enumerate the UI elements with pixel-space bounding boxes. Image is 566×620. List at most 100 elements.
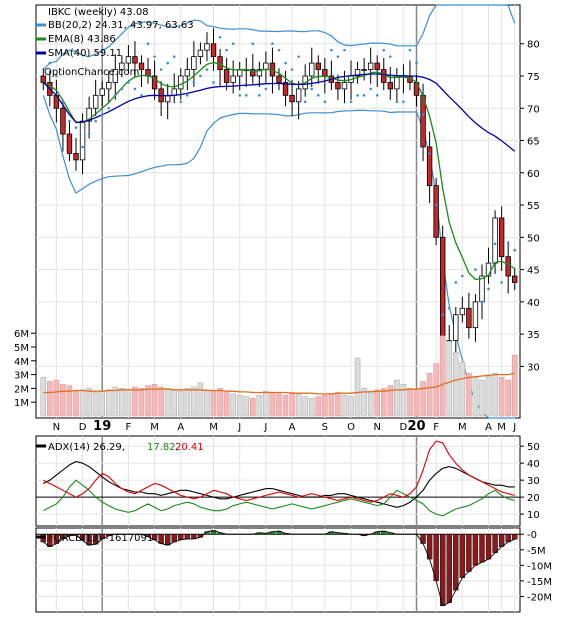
sar-dot bbox=[140, 94, 143, 97]
volume-bar bbox=[47, 381, 53, 417]
sar-dot bbox=[277, 48, 281, 52]
candle-body bbox=[191, 56, 197, 70]
x-axis-label: D bbox=[400, 422, 408, 433]
candle-body bbox=[354, 69, 361, 77]
candle-body bbox=[426, 146, 433, 187]
volume-bar bbox=[498, 377, 505, 417]
volume-bar bbox=[394, 379, 400, 417]
sar-dot bbox=[192, 81, 196, 84]
bb-legend-label: BB(20,2) 24.31, 43.97, 63.63 bbox=[48, 20, 194, 31]
sar-dot bbox=[454, 281, 458, 284]
sar-dot bbox=[186, 94, 189, 97]
candle-body bbox=[322, 69, 328, 77]
force-bar bbox=[498, 534, 505, 547]
force-bar bbox=[439, 534, 446, 606]
volume-bar bbox=[413, 389, 420, 417]
sar-dot bbox=[166, 61, 169, 65]
x-axis-label: A bbox=[289, 422, 296, 433]
sar-dot bbox=[74, 126, 78, 129]
sar-dot bbox=[127, 81, 130, 84]
volume-y-tick-label: 4M bbox=[14, 357, 29, 368]
volume-bar bbox=[230, 393, 236, 417]
price-y-tick-label: 60 bbox=[527, 169, 540, 180]
volume-bar bbox=[282, 394, 289, 417]
volume-bar bbox=[492, 372, 498, 417]
sar-dot bbox=[225, 48, 228, 52]
volume-bar bbox=[177, 390, 184, 417]
volume-bar bbox=[184, 388, 191, 417]
candle-body bbox=[256, 69, 263, 77]
sar-dot bbox=[271, 42, 274, 46]
volume-bar bbox=[105, 389, 112, 417]
candle-body bbox=[230, 75, 236, 83]
volume-bar bbox=[40, 377, 47, 417]
sar-dot bbox=[179, 100, 183, 104]
candle-body bbox=[367, 62, 374, 70]
volume-bar bbox=[158, 386, 164, 417]
sar-dot bbox=[330, 48, 333, 52]
volume-bar bbox=[354, 357, 361, 417]
x-axis-label: M bbox=[150, 422, 159, 433]
sar-dot bbox=[402, 100, 405, 104]
volume-bar bbox=[466, 372, 472, 417]
sar-dot bbox=[356, 94, 359, 97]
candle-body bbox=[472, 301, 479, 329]
volume-bar bbox=[145, 385, 151, 417]
candle-body bbox=[459, 307, 466, 316]
volume-y-tick-label: 3M bbox=[14, 371, 29, 382]
volume-bar bbox=[322, 394, 328, 417]
volume-bar bbox=[210, 390, 217, 417]
volume-bar bbox=[151, 383, 158, 417]
candle-body bbox=[505, 256, 511, 277]
volume-bar bbox=[295, 393, 302, 417]
sar-dot bbox=[428, 152, 431, 155]
x-axis-label: O bbox=[347, 422, 355, 433]
force-bar bbox=[164, 534, 171, 546]
x-axis-labels: N D 19 F M A M J J A S O N D 20 F M A M J bbox=[53, 419, 517, 434]
sma-legend-label: SMA(40) 59.11 bbox=[48, 48, 122, 59]
x-axis-label: N bbox=[53, 422, 60, 433]
force-y-tick-label: -20M bbox=[527, 592, 552, 603]
sar-dot bbox=[500, 281, 503, 284]
sar-dot bbox=[264, 87, 268, 91]
price-y-tick-label: 70 bbox=[527, 104, 540, 115]
sar-dot bbox=[55, 74, 58, 78]
price-y-tick-label: 55 bbox=[527, 201, 540, 212]
sar-dot bbox=[415, 61, 418, 65]
volume-bar bbox=[407, 388, 413, 417]
x-axis-label: M bbox=[497, 422, 506, 433]
adx-panel: 10 20 30 40 50 bbox=[35, 435, 540, 527]
volume-bar bbox=[446, 341, 453, 417]
candle-body bbox=[250, 69, 256, 77]
sar-dot bbox=[146, 42, 150, 46]
price-y-tick-label: 35 bbox=[527, 330, 540, 341]
candle-body bbox=[197, 49, 204, 58]
volume-bar bbox=[197, 382, 204, 417]
candle-body bbox=[433, 185, 439, 238]
x-axis-label: F bbox=[126, 422, 132, 433]
watermark: OptionChance.com bbox=[44, 67, 139, 78]
adx-y-tick-label: 20 bbox=[527, 493, 540, 504]
sar-dot bbox=[310, 87, 314, 91]
volume-bar bbox=[276, 393, 282, 417]
sar-dot bbox=[218, 35, 222, 39]
candle-body bbox=[237, 69, 243, 77]
sar-dot bbox=[120, 87, 124, 91]
sar-dot bbox=[441, 313, 444, 317]
volume-bar bbox=[433, 363, 439, 417]
volume-bar bbox=[348, 396, 354, 417]
volume-bar bbox=[511, 354, 518, 417]
volume-bar bbox=[269, 392, 276, 417]
sar-dot bbox=[375, 94, 379, 97]
sar-dot bbox=[513, 248, 517, 252]
candle-body bbox=[269, 62, 276, 77]
force-bar bbox=[472, 534, 479, 566]
force-bar bbox=[420, 534, 426, 544]
candle-body bbox=[374, 62, 380, 70]
force-bar bbox=[446, 534, 452, 603]
candle-body bbox=[479, 275, 485, 303]
minus-di-legend-label: 20.41 bbox=[175, 442, 204, 453]
volume-bar bbox=[112, 386, 119, 417]
candle-body bbox=[341, 82, 348, 90]
sar-dot bbox=[48, 61, 52, 65]
